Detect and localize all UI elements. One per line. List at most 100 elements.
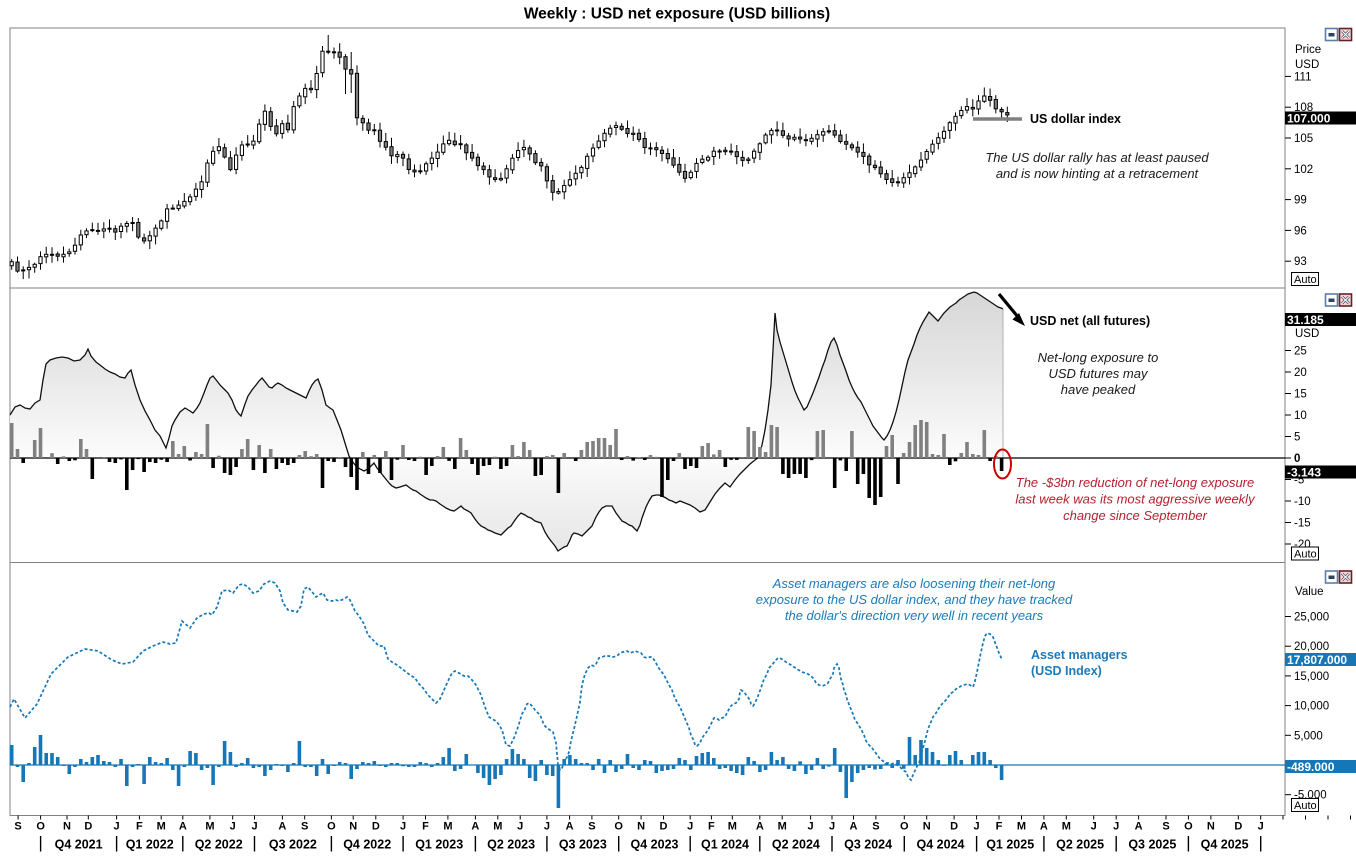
svg-text:J: J [230, 821, 236, 833]
svg-text:The -$3bn reduction of net-lon: The -$3bn reduction of net-long exposure [1016, 475, 1255, 490]
svg-text:Q4 2023: Q4 2023 [631, 838, 679, 852]
svg-text:Q2 2022: Q2 2022 [195, 838, 243, 852]
svg-text:25: 25 [1294, 346, 1307, 358]
svg-text:M: M [157, 821, 166, 833]
svg-text:96: 96 [1294, 225, 1307, 237]
svg-text:N: N [923, 821, 931, 833]
svg-text:S: S [14, 821, 21, 833]
svg-text:-3.143: -3.143 [1287, 466, 1321, 480]
svg-text:S: S [588, 821, 595, 833]
svg-text:A: A [278, 821, 286, 833]
svg-text:D: D [84, 821, 92, 833]
svg-text:O: O [614, 821, 623, 833]
svg-text:A: A [850, 821, 858, 833]
svg-text:O: O [327, 821, 336, 833]
svg-text:D: D [660, 821, 668, 833]
svg-text:Auto: Auto [1294, 549, 1317, 561]
svg-text:Price: Price [1295, 44, 1321, 56]
svg-text:US dollar index: US dollar index [1030, 112, 1121, 126]
svg-text:J: J [251, 821, 257, 833]
svg-text:107.000: 107.000 [1287, 112, 1331, 126]
svg-text:M: M [443, 821, 452, 833]
svg-text:change since September: change since September [1063, 508, 1207, 523]
svg-text:J: J [1258, 821, 1264, 833]
svg-text:J: J [400, 821, 406, 833]
svg-text:J: J [1091, 821, 1097, 833]
svg-text:F: F [996, 821, 1003, 833]
svg-text:O: O [1184, 821, 1193, 833]
svg-text:17,807.000: 17,807.000 [1287, 653, 1347, 667]
svg-text:Auto: Auto [1294, 800, 1317, 812]
svg-text:0: 0 [1294, 453, 1300, 465]
svg-text:93: 93 [1294, 256, 1307, 268]
svg-text:the dollar's direction very we: the dollar's direction very well in rece… [785, 608, 1044, 623]
svg-text:Q1 2024: Q1 2024 [701, 838, 749, 852]
svg-text:Q3 2023: Q3 2023 [559, 838, 607, 852]
svg-text:Q4 2025: Q4 2025 [1201, 838, 1249, 852]
svg-text:Q4 2024: Q4 2024 [917, 838, 965, 852]
svg-text:Q2 2024: Q2 2024 [772, 838, 820, 852]
svg-text:USD: USD [1295, 328, 1319, 340]
svg-text:102: 102 [1294, 164, 1313, 176]
svg-text:J: J [974, 821, 980, 833]
svg-text:M: M [1062, 821, 1071, 833]
svg-text:A: A [756, 821, 764, 833]
svg-text:J: J [829, 821, 835, 833]
svg-text:Weekly : USD net exposure (USD: Weekly : USD net exposure (USD billions) [524, 6, 830, 23]
svg-text:J: J [1113, 821, 1119, 833]
svg-text:N: N [349, 821, 357, 833]
svg-text:M: M [1017, 821, 1026, 833]
svg-text:N: N [1207, 821, 1215, 833]
svg-text:15: 15 [1294, 389, 1307, 401]
svg-text:F: F [136, 821, 143, 833]
svg-text:M: M [205, 821, 214, 833]
svg-text:25,000: 25,000 [1294, 612, 1329, 624]
svg-text:15,000: 15,000 [1294, 671, 1329, 683]
svg-text:105: 105 [1294, 133, 1313, 145]
svg-text:S: S [872, 821, 879, 833]
svg-text:A: A [1135, 821, 1143, 833]
svg-text:M: M [728, 821, 737, 833]
svg-text:Q1 2022: Q1 2022 [126, 838, 174, 852]
svg-text:USD net (all futures): USD net (all futures) [1030, 314, 1150, 328]
svg-text:D: D [1234, 821, 1242, 833]
svg-text:J: J [808, 821, 814, 833]
svg-text:Asset managers are also loosen: Asset managers are also loosening their … [772, 576, 1056, 591]
svg-text:5: 5 [1294, 432, 1300, 444]
svg-text:F: F [708, 821, 715, 833]
svg-text:J: J [114, 821, 120, 833]
svg-text:A: A [1040, 821, 1048, 833]
svg-text:and is now hinting at a retrac: and is now hinting at a retracement [996, 166, 1200, 181]
svg-text:10,000: 10,000 [1294, 701, 1329, 713]
svg-text:-5: -5 [1294, 475, 1304, 487]
svg-text:Q2 2025: Q2 2025 [1056, 838, 1104, 852]
svg-text:Asset managers: Asset managers [1031, 648, 1128, 662]
svg-text:J: J [544, 821, 550, 833]
svg-text:Q1 2025: Q1 2025 [986, 838, 1034, 852]
svg-text:D: D [950, 821, 958, 833]
svg-text:Q4 2022: Q4 2022 [343, 838, 391, 852]
svg-text:D: D [372, 821, 380, 833]
svg-text:A: A [566, 821, 574, 833]
svg-text:A: A [179, 821, 187, 833]
svg-text:M: M [778, 821, 787, 833]
svg-text:Q1 2023: Q1 2023 [415, 838, 463, 852]
svg-text:111: 111 [1294, 71, 1311, 83]
svg-text:USD: USD [1295, 59, 1319, 71]
svg-text:(USD Index): (USD Index) [1031, 664, 1102, 678]
svg-text:108: 108 [1294, 102, 1313, 114]
svg-text:5,000: 5,000 [1294, 730, 1323, 742]
svg-text:20: 20 [1294, 367, 1307, 379]
svg-text:-489.000: -489.000 [1287, 760, 1335, 774]
svg-text:Q4 2021: Q4 2021 [55, 838, 103, 852]
svg-text:Q3 2024: Q3 2024 [844, 838, 892, 852]
svg-text:S: S [1162, 821, 1169, 833]
svg-text:F: F [422, 821, 429, 833]
svg-text:N: N [637, 821, 645, 833]
svg-text:-10: -10 [1294, 496, 1311, 508]
svg-text:J: J [687, 821, 693, 833]
svg-text:last week was its most aggress: last week was its most aggressive weekly [1015, 492, 1256, 507]
svg-text:-15: -15 [1294, 518, 1311, 530]
svg-text:USD futures may: USD futures may [1049, 366, 1149, 381]
svg-text:M: M [493, 821, 502, 833]
